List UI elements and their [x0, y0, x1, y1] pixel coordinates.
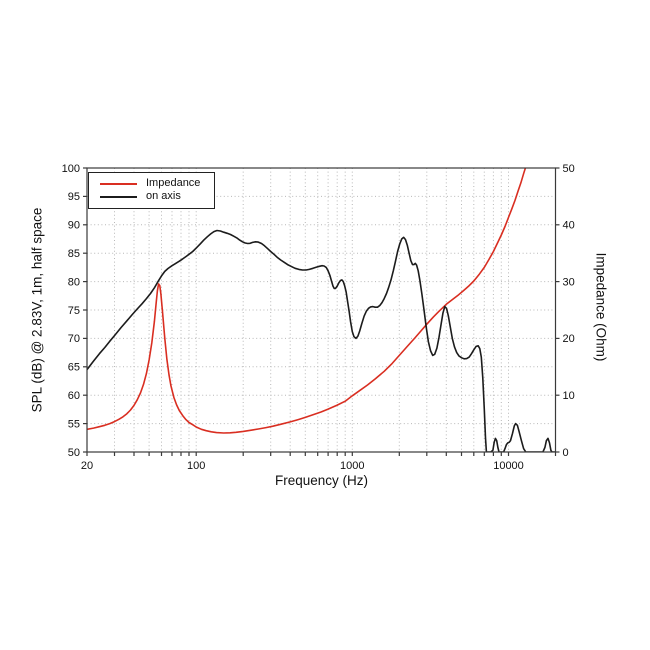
on-axis-line-swatch — [100, 195, 137, 198]
svg-text:40: 40 — [563, 220, 575, 232]
svg-text:100: 100 — [62, 163, 80, 175]
legend-label-impedance: Impedance — [146, 177, 201, 189]
svg-text:50: 50 — [563, 163, 575, 175]
legend: Impedance on axis — [88, 172, 215, 209]
svg-text:90: 90 — [68, 220, 80, 232]
svg-text:80: 80 — [68, 276, 80, 288]
legend-item-impedance: Impedance — [89, 177, 214, 190]
svg-text:10: 10 — [563, 390, 575, 402]
svg-text:20: 20 — [81, 460, 93, 472]
x-axis-title: Frequency (Hz) — [274, 473, 369, 488]
svg-text:85: 85 — [68, 248, 80, 260]
svg-text:100: 100 — [187, 460, 205, 472]
legend-item-on-axis: on axis — [89, 190, 214, 203]
svg-text:20: 20 — [563, 333, 575, 345]
svg-text:50: 50 — [68, 447, 80, 459]
legend-label-on-axis: on axis — [146, 190, 181, 202]
impedance-line-swatch — [100, 182, 137, 185]
svg-text:55: 55 — [68, 418, 80, 430]
svg-text:95: 95 — [68, 191, 80, 203]
svg-text:65: 65 — [68, 362, 80, 374]
svg-text:1000: 1000 — [340, 460, 364, 472]
left-axis-title: SPL (dB) @ 2.83V, 1m, half space — [29, 207, 45, 413]
svg-text:10000: 10000 — [493, 460, 524, 472]
svg-text:0: 0 — [563, 447, 569, 459]
svg-text:75: 75 — [68, 305, 80, 317]
svg-text:30: 30 — [563, 276, 575, 288]
svg-text:60: 60 — [68, 390, 80, 402]
right-axis-title: Impedance (Ohm) — [593, 252, 609, 362]
svg-text:70: 70 — [68, 333, 80, 345]
